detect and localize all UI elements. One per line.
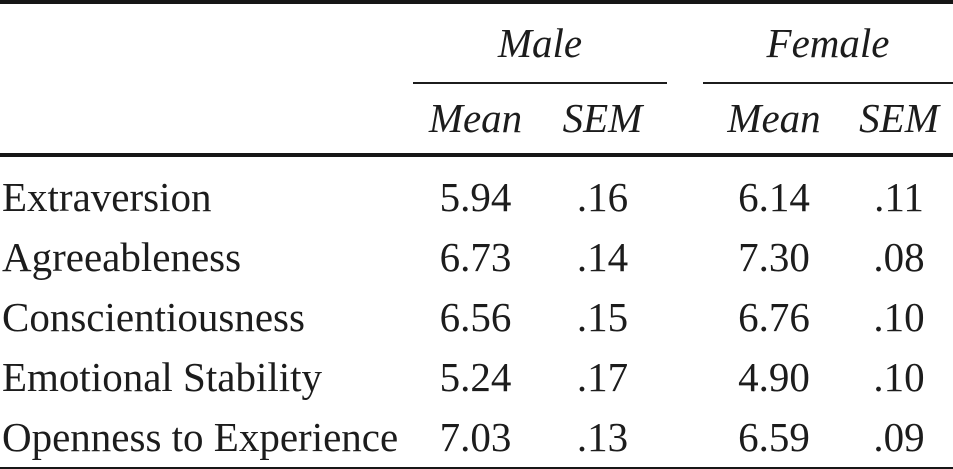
cell-male-sem: .17 <box>576 353 629 400</box>
cell-male-sem: .14 <box>576 233 629 280</box>
subheader-male-sem: SEM <box>538 83 667 157</box>
gap-cell <box>667 407 703 469</box>
subheader-gap-cell <box>667 83 703 157</box>
gap-cell <box>667 287 703 347</box>
group-header-male: Male <box>413 2 667 84</box>
cell-male-mean: 6.56 <box>439 293 512 340</box>
table-row: Extraversion 5.94 .16 6.14 .11 <box>0 155 953 227</box>
cell-female-sem: .11 <box>874 173 924 220</box>
cell-female-sem: .10 <box>873 293 925 340</box>
cell-male-sem: .13 <box>576 413 629 460</box>
cell-female-sem: .08 <box>873 233 925 280</box>
subheader-female-sem: SEM <box>845 83 953 157</box>
cell-female-mean: 6.76 <box>738 293 810 340</box>
table-row: Conscientiousness 6.56 .15 6.76 .10 <box>0 287 953 347</box>
gap-cell <box>667 155 703 227</box>
cell-male-sem: .16 <box>576 173 629 220</box>
cell-female-mean: 7.30 <box>738 233 810 280</box>
row-label: Emotional Stability <box>2 353 323 400</box>
cell-female-mean: 6.59 <box>738 413 810 460</box>
table-row: Agreeableness 6.73 .14 7.30 .08 <box>0 227 953 287</box>
table-row: Openness to Experience 7.03 .13 6.59 .09 <box>0 407 953 469</box>
cell-female-mean: 6.14 <box>738 173 810 220</box>
subheader-female-mean: Mean <box>703 83 845 157</box>
cell-male-mean: 6.73 <box>439 233 512 280</box>
gap-cell <box>667 347 703 407</box>
row-label: Agreeableness <box>2 233 242 280</box>
cell-male-mean: 5.24 <box>439 353 512 400</box>
stub-header-cell <box>0 2 413 83</box>
cell-female-sem: .09 <box>873 413 925 460</box>
subheader-row: Mean SEM Mean SEM <box>0 83 953 157</box>
group-header-female: Female <box>703 2 953 84</box>
table-row: Emotional Stability 5.24 .17 4.90 .10 <box>0 347 953 407</box>
stub-subheader-cell <box>0 83 413 157</box>
group-gap-cell <box>667 2 703 83</box>
row-label: Openness to Experience <box>2 413 399 460</box>
group-header-female-label: Female <box>766 19 890 66</box>
group-header-male-label: Male <box>497 19 583 66</box>
table-body: Extraversion 5.94 .16 6.14 .11 Agreeable… <box>0 155 953 469</box>
table-header: Male Female Mean SEM Mean SEM <box>0 2 953 157</box>
cell-female-mean: 4.90 <box>738 353 810 400</box>
gap-cell <box>667 227 703 287</box>
cell-male-mean: 5.94 <box>439 173 512 220</box>
cell-male-mean: 7.03 <box>439 413 512 460</box>
row-label: Conscientiousness <box>2 293 305 340</box>
cell-male-sem: .15 <box>576 293 629 340</box>
group-header-row: Male Female <box>0 2 953 84</box>
row-label: Extraversion <box>2 173 212 220</box>
cell-female-sem: .10 <box>873 353 925 400</box>
subheader-male-mean: Mean <box>413 83 538 157</box>
